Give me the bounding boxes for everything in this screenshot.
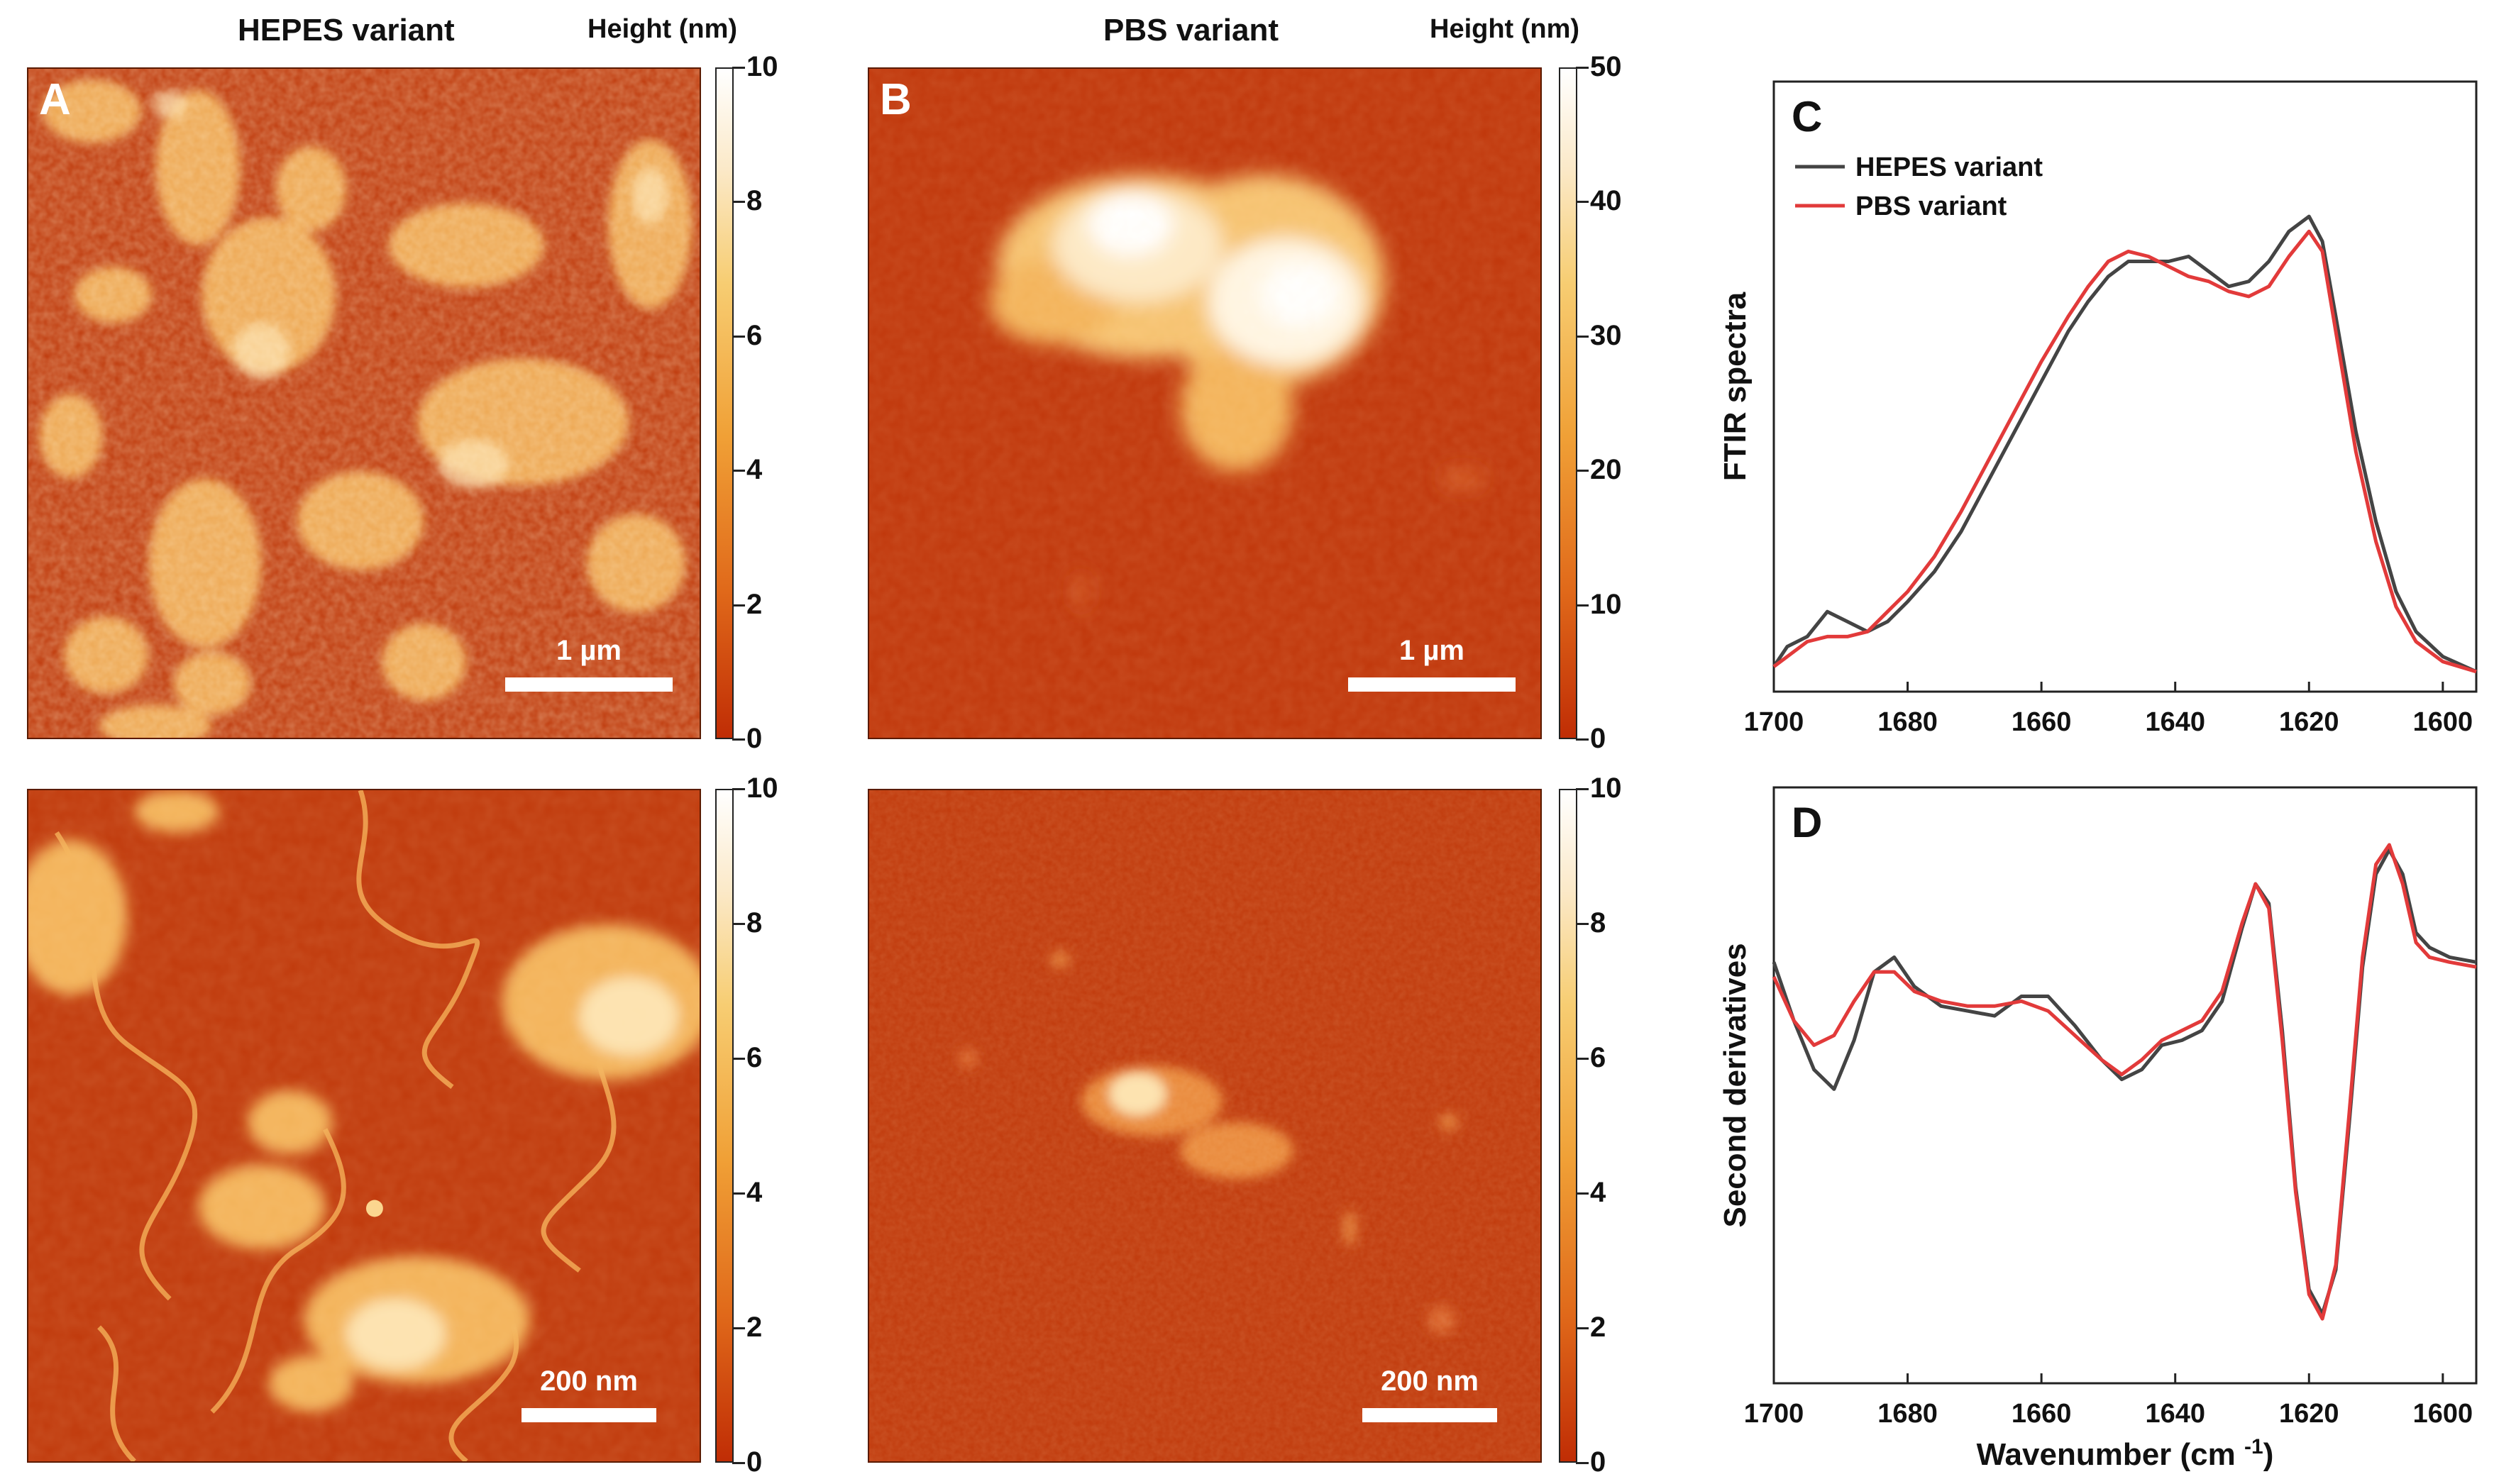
colorbar-tick-label: 0 <box>746 1446 763 1478</box>
second-derivatives-chart: 1700 1680 1660 1640 1620 1600 Second derivativ… <box>1718 786 2478 1472</box>
colorbar-tick <box>732 1327 745 1329</box>
colorbar-tick <box>1576 1327 1589 1329</box>
colorbar-tick-label: 2 <box>746 588 763 620</box>
series-line-hepes <box>1772 214 2478 674</box>
panel-letter-b: B <box>880 75 912 124</box>
colorbar-tick-label: 8 <box>1590 907 1606 938</box>
colorbar-tick <box>1576 470 1589 472</box>
legend-label: PBS variant <box>1855 192 2007 221</box>
panel-letter-a: A <box>39 75 71 124</box>
colorbar-tick <box>732 923 745 925</box>
series-line-pbs <box>1772 229 2477 674</box>
x-tick-label: 1680 <box>1877 1399 1938 1429</box>
colorbar-tick <box>732 470 745 472</box>
legend-label: HEPES variant <box>1855 153 2043 182</box>
scale-label-b2: 200 nm <box>1381 1366 1479 1397</box>
scale-bar-a2 <box>522 1408 656 1422</box>
x-tick-label: 1600 <box>2413 707 2473 737</box>
colorbar-tick <box>1576 1058 1589 1060</box>
x-tick-label: 1620 <box>2279 1399 2339 1429</box>
colorbar-tick <box>1576 1462 1589 1464</box>
colorbar-b2 <box>1559 789 1577 1463</box>
scale-bar-b2 <box>1362 1408 1497 1422</box>
colorbar-tick <box>732 335 745 338</box>
colorbar-tick-label: 2 <box>1590 1312 1606 1343</box>
colorbar-title-b: Height (nm) <box>1430 14 1580 44</box>
colorbar-tick <box>1576 1192 1589 1195</box>
scale-label-b: 1 µm <box>1399 635 1464 666</box>
colorbar-tick-label: 4 <box>746 1177 763 1208</box>
x-tick-label: 1600 <box>2413 1399 2473 1429</box>
colorbar-tick <box>732 201 745 204</box>
colorbar-title-a: Height (nm) <box>587 14 738 44</box>
x-axis-label: Wavenumber (cm -1) <box>1977 1435 2274 1472</box>
colorbar-tick-label: 50 <box>1590 51 1622 82</box>
series-line-pbs <box>1772 843 2477 1321</box>
x-tick-label: 1640 <box>2145 1399 2205 1429</box>
series-line-hepes <box>1772 848 2477 1316</box>
colorbar-tick-label: 0 <box>746 723 763 754</box>
colorbar-tick <box>1576 335 1589 338</box>
scale-label-a2: 200 nm <box>540 1366 638 1397</box>
x-tick-label: 1660 <box>2012 707 2072 737</box>
colorbar-tick-label: 0 <box>1590 723 1606 754</box>
x-tick-label: 1640 <box>2145 707 2205 737</box>
afm-image-hepes-overview <box>27 67 701 739</box>
afm-image-pbs-overview <box>868 67 1542 739</box>
colorbar-tick-label: 4 <box>746 454 763 486</box>
colorbar-tick-label: 40 <box>1590 185 1622 217</box>
colorbar-tick <box>1576 738 1589 741</box>
colorbar-tick-label: 8 <box>746 185 763 217</box>
column-title-pbs: PBS variant <box>1103 13 1279 48</box>
colorbar-tick <box>1576 923 1589 925</box>
colorbar-tick <box>732 738 745 741</box>
x-tick-label: 1620 <box>2279 707 2339 737</box>
colorbar-tick <box>732 1462 745 1464</box>
scale-bar-a <box>505 677 673 692</box>
colorbar-tick-label: 10 <box>746 51 778 82</box>
y-axis-label: FTIR spectra <box>1718 292 1753 481</box>
colorbar-b <box>1559 67 1577 739</box>
colorbar-tick-label: 20 <box>1590 454 1622 486</box>
colorbar-a <box>715 67 734 739</box>
panel-letter-c: C <box>1792 93 1822 140</box>
colorbar-tick <box>732 604 745 607</box>
colorbar-tick <box>732 67 745 69</box>
colorbar-tick <box>1576 604 1589 607</box>
colorbar-tick-label: 10 <box>1590 588 1622 620</box>
colorbar-tick <box>1576 788 1589 790</box>
colorbar-tick-label: 2 <box>746 1312 763 1343</box>
colorbar-tick-label: 0 <box>1590 1446 1606 1478</box>
colorbar-tick <box>732 1192 745 1195</box>
column-title-hepes: HEPES variant <box>238 13 455 48</box>
x-tick-label: 1660 <box>2012 1399 2072 1429</box>
colorbar-tick-label: 6 <box>746 1042 763 1073</box>
colorbar-tick-label: 6 <box>746 319 763 351</box>
x-tick-label: 1680 <box>1877 707 1938 737</box>
afm-image-pbs-zoom <box>868 789 1542 1463</box>
colorbar-tick <box>732 1058 745 1060</box>
ftir-spectra-chart: 1700 1680 1660 1640 1620 1600 FTIR spectra C HEP… <box>1718 80 2478 737</box>
colorbar-tick <box>1576 67 1589 69</box>
colorbar-a2 <box>715 789 734 1463</box>
scale-label-a: 1 µm <box>556 635 622 666</box>
colorbar-tick-label: 30 <box>1590 319 1622 351</box>
afm-image-hepes-zoom <box>27 789 701 1463</box>
colorbar-tick-label: 6 <box>1590 1042 1606 1073</box>
panel-letter-d: D <box>1792 799 1822 846</box>
x-tick-label: 1700 <box>1744 707 1804 737</box>
plot-frame <box>1772 786 2478 1385</box>
colorbar-tick-label: 8 <box>746 907 763 938</box>
colorbar-tick <box>732 788 745 790</box>
scale-bar-b <box>1348 677 1516 692</box>
plot-frame <box>1772 80 2478 693</box>
colorbar-tick-label: 10 <box>1590 773 1622 804</box>
colorbar-tick <box>1576 201 1589 204</box>
colorbar-tick-label: 4 <box>1590 1177 1606 1208</box>
y-axis-label: Second derivatives <box>1718 943 1753 1227</box>
colorbar-tick-label: 10 <box>746 773 778 804</box>
x-tick-label: 1700 <box>1744 1399 1804 1429</box>
